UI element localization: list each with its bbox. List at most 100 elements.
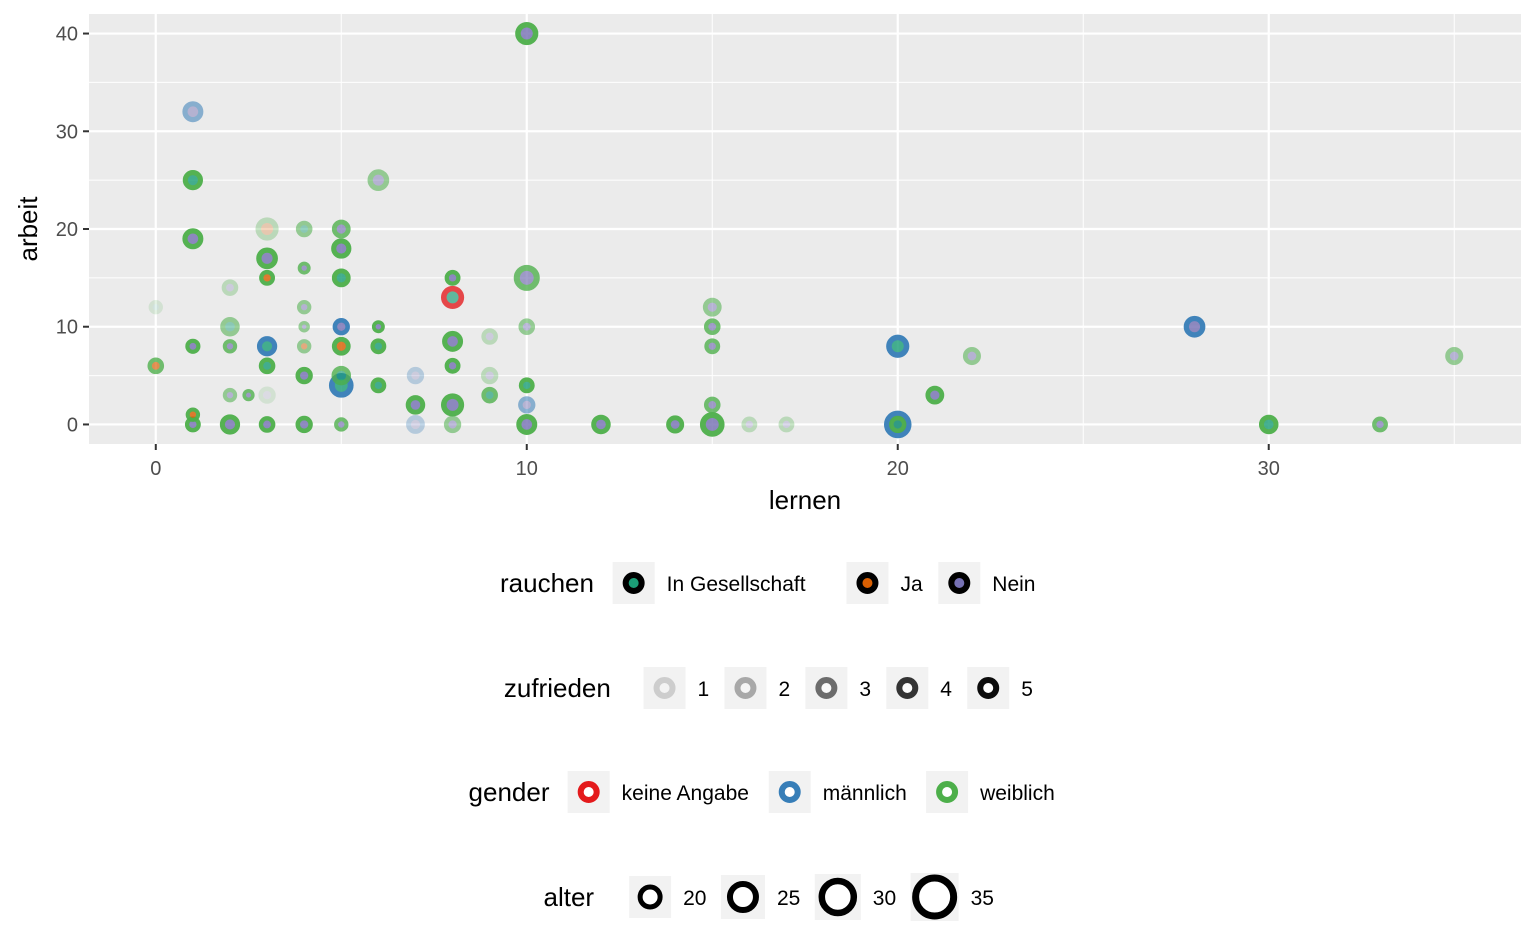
data-point-circle [889,415,907,434]
x-tick-label: 30 [1258,458,1280,480]
data-point [258,357,276,375]
legend-key-symbol [734,677,757,699]
data-point [591,414,611,435]
data-point [220,316,240,337]
data-point-circle [185,407,201,422]
data-point-circle [513,264,540,291]
data-point-circle [666,415,685,434]
legend-key-symbol [912,874,958,920]
legend-title: alter [544,882,595,912]
legend-key-bg [643,667,686,709]
data-point [331,238,352,259]
legend-key-symbol [577,781,600,803]
data-point-circle [1183,315,1206,338]
data-point [370,377,387,394]
legend-label: 4 [940,678,952,701]
data-point-circle [704,338,721,355]
data-point [331,219,351,239]
data-point [444,357,461,374]
data-point [513,264,540,291]
data-point [242,389,255,402]
data-point [182,228,204,250]
data-point [1445,347,1464,366]
legend-zufrieden: zufrieden 1 2 3 4 5 [504,667,1033,709]
data-point-circle [481,328,498,345]
data-point [147,357,165,375]
data-point-circle [962,347,981,366]
data-point [182,101,204,123]
data-point-circle [370,377,387,394]
data-point-circle [332,318,350,336]
x-axis-title: lernen [769,485,841,515]
data-point [886,334,910,358]
data-point-circle [1445,347,1464,366]
data-point [297,261,311,275]
data-point-circle [370,338,387,355]
legends: rauchen In Gesellschaft Ja Nein zufrieden 1 2 3… [469,562,1055,921]
data-point [704,338,721,355]
data-point [518,318,536,336]
legend-key-symbol [896,677,919,699]
legend-label: 1 [698,678,710,701]
legend-label: keine Angabe [622,782,749,805]
data-point [443,415,462,434]
data-point-circle [778,416,795,433]
legend-key-symbol [977,677,1000,699]
data-point [371,320,385,334]
data-point-circle [1258,414,1279,435]
data-point-circle [259,269,276,286]
x-axis: 0 10 20 30 [150,444,1280,480]
data-point-circle [258,357,276,375]
data-point-circle [182,170,204,191]
data-point-circle [702,297,722,317]
data-point [185,338,201,354]
data-point [703,396,721,414]
legend-label: Nein [992,573,1035,596]
data-point [334,417,349,432]
data-point-circle [331,238,352,259]
data-point-circle [444,357,461,374]
y-tick-label: 30 [56,121,78,143]
data-point-circle [444,269,461,286]
data-point [406,415,425,434]
data-point-circle [371,320,385,334]
data-point [331,336,351,356]
data-point-circle [440,393,465,417]
data-point-circle [481,386,498,404]
data-point-circle [220,316,240,337]
data-point-circle [518,377,535,394]
data-point-circle [925,385,945,405]
data-point-circle [443,415,462,434]
data-point [703,318,721,336]
data-point-circle [185,338,201,354]
data-point-circle [703,396,721,414]
legend-label: In Gesellschaft [667,573,806,596]
x-tick-label: 20 [887,458,909,480]
data-point-circle [1372,416,1388,433]
data-point [516,413,538,435]
data-point [741,416,758,433]
data-point [295,366,313,385]
data-point-circle [480,366,499,385]
data-point [296,299,312,315]
data-point-circle [298,320,310,333]
data-point-circle [442,330,464,352]
data-point [148,299,163,315]
data-point-circle [741,416,758,433]
legend-label: Ja [900,573,923,596]
data-point-circle [699,412,725,437]
data-point-circle [703,318,721,336]
data-point [406,366,425,385]
data-point [256,336,278,357]
data-point-circle [440,285,465,309]
data-point-circle [296,299,312,315]
data-point-circle [258,416,276,433]
data-point [515,21,539,46]
data-point-circle [255,217,279,241]
data-point [255,217,279,241]
data-point-circle [222,387,238,403]
legend-key-symbol [778,781,801,803]
data-point-circle [296,339,312,354]
data-point-circle [222,339,238,354]
